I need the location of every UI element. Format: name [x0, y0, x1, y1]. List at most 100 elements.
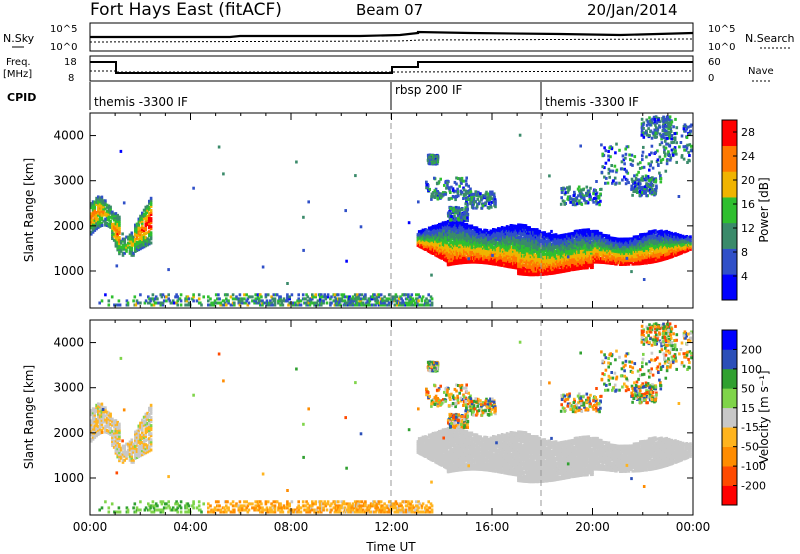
power-cell — [121, 251, 125, 255]
power-cell — [137, 240, 141, 243]
power-cell — [144, 207, 148, 211]
power-cell — [281, 303, 285, 307]
power-cell — [199, 301, 202, 305]
power-cell — [568, 250, 572, 254]
power-cell — [97, 205, 100, 209]
power-cell — [481, 204, 485, 208]
power-cell — [568, 232, 572, 236]
power-cell — [100, 207, 104, 211]
power-cell — [542, 267, 545, 271]
power-cell — [527, 233, 530, 237]
power-cell — [410, 301, 414, 305]
power-cell — [112, 238, 116, 242]
power-cell — [126, 303, 130, 307]
power-cell — [417, 299, 420, 303]
power-cell — [512, 231, 515, 235]
power-cell — [213, 299, 217, 303]
power-cell — [251, 295, 254, 299]
power-cell — [333, 293, 337, 297]
power-cell — [123, 245, 126, 249]
power-cell — [230, 303, 234, 307]
power-cell — [409, 297, 412, 301]
power-cell — [209, 303, 212, 307]
power-cell — [503, 262, 506, 266]
power-cell — [571, 261, 574, 264]
power-cell — [168, 299, 172, 303]
power-cell — [568, 248, 572, 252]
power-cell — [146, 204, 149, 208]
power-cell — [661, 232, 665, 236]
power-cell — [561, 246, 564, 250]
power-cell — [646, 255, 650, 259]
power-cell — [141, 230, 144, 233]
power-cell — [286, 295, 289, 299]
power-cell — [139, 247, 142, 251]
power-cell — [492, 229, 495, 233]
power-cell — [513, 230, 516, 233]
power-cell — [486, 192, 490, 196]
power-cell — [91, 206, 95, 210]
power-cell — [455, 182, 458, 186]
power-cell — [98, 196, 102, 200]
power-cell — [500, 254, 504, 258]
power-cell — [500, 229, 504, 233]
power-cell — [98, 202, 102, 206]
power-cell — [505, 235, 509, 239]
power-cell — [118, 240, 121, 243]
power-cell — [132, 243, 135, 247]
power-cell — [666, 247, 670, 251]
power-cell — [439, 177, 442, 181]
power-cell — [669, 234, 672, 237]
power-cell — [123, 247, 126, 251]
power-cell — [512, 224, 515, 228]
power-cell — [671, 249, 675, 253]
noise-right-label: N.Search — [745, 32, 795, 45]
power-cell — [167, 293, 170, 297]
power-cell — [503, 255, 506, 259]
power-cell — [468, 230, 471, 233]
power-cell — [418, 295, 421, 299]
power-cell — [518, 268, 521, 272]
power-cell — [536, 228, 539, 232]
power-cell — [451, 262, 455, 266]
power-cell — [542, 251, 545, 255]
power-cell — [505, 225, 509, 229]
power-cell — [393, 297, 397, 301]
cpid-segment-0: themis -3300 IF — [94, 95, 188, 109]
power-cell — [661, 236, 665, 240]
power-cell — [449, 191, 452, 194]
power-cell — [116, 228, 119, 232]
power-cell — [379, 293, 383, 297]
power-cell — [473, 253, 476, 257]
power-cell — [240, 301, 244, 305]
power-cell — [130, 245, 134, 249]
power-cell — [512, 256, 515, 260]
power-cell — [512, 242, 515, 246]
power-cell — [179, 293, 183, 297]
power-cell — [517, 264, 520, 268]
power-cell — [135, 226, 139, 230]
power-cell — [617, 241, 621, 245]
power-cell — [470, 224, 474, 228]
power-cell — [454, 247, 457, 251]
power-cell — [514, 264, 518, 268]
power-cell — [137, 233, 141, 237]
power-cell — [139, 243, 142, 247]
power-cell — [116, 246, 119, 250]
power-cell — [514, 266, 518, 270]
power-cell — [453, 195, 456, 199]
power-cell — [563, 265, 567, 269]
power-cell — [500, 235, 504, 238]
power-cell — [144, 244, 148, 248]
power-cell — [364, 293, 367, 297]
power-cell — [568, 236, 572, 240]
power-cell — [427, 293, 430, 297]
power-cell — [375, 295, 378, 299]
power-cell — [508, 225, 511, 229]
power-cell — [104, 201, 107, 205]
power-cell — [446, 183, 449, 187]
power-cell — [290, 293, 294, 297]
power-cell — [451, 248, 455, 251]
power-cell — [459, 225, 462, 229]
power-cell — [512, 264, 515, 268]
